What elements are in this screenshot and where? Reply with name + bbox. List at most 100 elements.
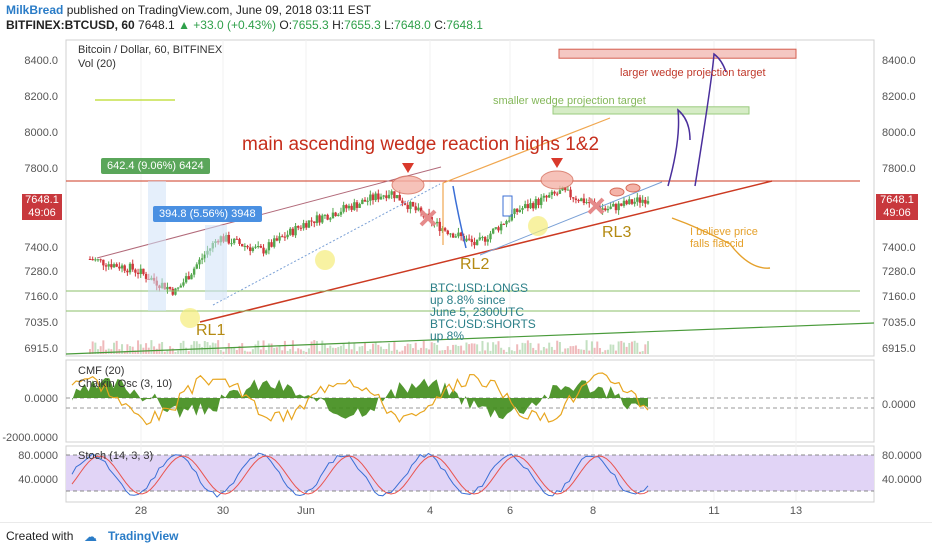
candle-body: [134, 269, 137, 273]
candle-body: [572, 197, 575, 199]
last-price: 7648.1: [138, 18, 175, 32]
candle-body: [636, 197, 639, 202]
volume-bar: [569, 346, 572, 354]
volume-bar: [265, 350, 268, 354]
volume-bar: [345, 348, 348, 354]
candle-body: [540, 197, 543, 206]
volume-bar: [558, 342, 561, 354]
x-mark-icon: [419, 209, 437, 227]
volume-bar: [561, 351, 564, 354]
volume-bar: [361, 346, 364, 354]
volume-bar: [524, 343, 527, 354]
volume-bar: [457, 345, 460, 354]
volume-bar: [574, 345, 577, 354]
volume-bar: [513, 351, 516, 354]
volume-bar: [219, 349, 222, 354]
volume-bar: [353, 343, 356, 354]
volume-bar: [470, 343, 473, 354]
candle-body: [465, 238, 468, 242]
candle-body: [550, 191, 554, 196]
price-tag-right-price: 7648.1: [880, 194, 914, 206]
projection-curve-2: [694, 52, 727, 187]
volume-bar: [438, 350, 441, 354]
author-link[interactable]: MilkBread: [6, 3, 64, 17]
candle-body: [497, 227, 500, 231]
footer-brand[interactable]: TradingView: [108, 529, 179, 543]
volume-bar: [102, 340, 105, 354]
volume-bar: [500, 347, 503, 354]
main-wedge-label: main ascending wedge reaction highs 1&2: [242, 134, 600, 155]
volume-bar: [548, 342, 551, 354]
candle-body: [182, 282, 185, 286]
candle-body: [553, 191, 556, 194]
candle-body: [302, 223, 305, 229]
longs-line-5: up 8%: [430, 329, 465, 343]
volume-bar: [580, 349, 583, 354]
y-tick-label: 6915.0: [882, 343, 916, 355]
ohlc-close-v: 7648.1: [446, 18, 483, 32]
volume-bar: [398, 351, 401, 354]
candle-body: [491, 228, 495, 234]
candle-body: [385, 195, 388, 199]
volume-bar: [235, 350, 238, 354]
candle-body: [297, 226, 300, 228]
x-tick-label: 11: [708, 505, 719, 517]
cmf-area: [72, 378, 648, 420]
volume-bar: [110, 349, 113, 354]
volume-bar: [121, 344, 124, 354]
longs-line-1: BTC:USD:LONGS: [430, 281, 529, 295]
candle-body: [588, 202, 591, 204]
volume-bar: [155, 348, 158, 354]
volume-bar: [249, 351, 252, 354]
candle-body: [339, 211, 343, 215]
candle-body: [628, 199, 631, 205]
volume-bar: [641, 351, 644, 354]
candle-body: [435, 221, 439, 224]
candle-body: [569, 189, 572, 198]
mid-channel-line: [212, 183, 441, 306]
y-tick-label: 7160.0: [24, 291, 58, 303]
candle-body: [286, 234, 289, 238]
volume-bar: [550, 346, 553, 354]
volume-bar: [342, 343, 345, 354]
volume-bar: [633, 340, 636, 354]
candle-body: [641, 199, 644, 203]
volume-bar: [526, 340, 529, 354]
candle-body: [248, 247, 252, 251]
volume-bar: [521, 342, 524, 354]
volume-bar: [337, 347, 340, 354]
volume-bar: [409, 344, 412, 354]
volume-bar: [436, 344, 439, 354]
y-tick-label: 8400.0: [24, 55, 58, 67]
volume-bar: [636, 342, 639, 354]
volume-bar: [273, 347, 276, 354]
price-tag-left-price: 7648.1: [25, 194, 59, 206]
volume-bar: [350, 349, 353, 354]
volume-bar: [508, 347, 511, 354]
longs-line-3: June 5, 2300UTC: [430, 305, 525, 319]
volume-bar: [630, 341, 633, 354]
y-tick-label: 7035.0: [24, 317, 58, 329]
volume-bar: [307, 348, 310, 354]
candle-body: [142, 268, 145, 274]
wedge-support-line: [199, 180, 773, 323]
symbol-line: BITFINEX:BTCUSD, 60 7648.1 ▲ +33.0 (+0.4…: [6, 18, 483, 32]
volume-bar: [628, 342, 631, 354]
volume-bar: [385, 349, 388, 354]
chart-canvas[interactable]: 8400.0 8400.0 8200.0 8200.0 8000.0 8000.0 7800…: [0, 0, 932, 522]
stoch-tick-label: 40.0000: [18, 474, 58, 486]
candle-body: [144, 273, 148, 279]
stoch-tick-label: 40.0000: [882, 474, 922, 486]
candle-body: [337, 214, 340, 217]
candle-body: [478, 237, 481, 240]
volume-bar: [588, 350, 591, 354]
candle-body: [617, 203, 620, 211]
candle-body: [454, 236, 457, 238]
candle-body: [518, 209, 522, 212]
volume-bar: [177, 350, 180, 354]
candle-body: [521, 208, 524, 210]
volume-bar: [486, 342, 489, 354]
volume-bar: [129, 346, 132, 354]
change: ▲ +33.0 (+0.43%): [178, 18, 277, 32]
volume-bar: [185, 347, 188, 354]
